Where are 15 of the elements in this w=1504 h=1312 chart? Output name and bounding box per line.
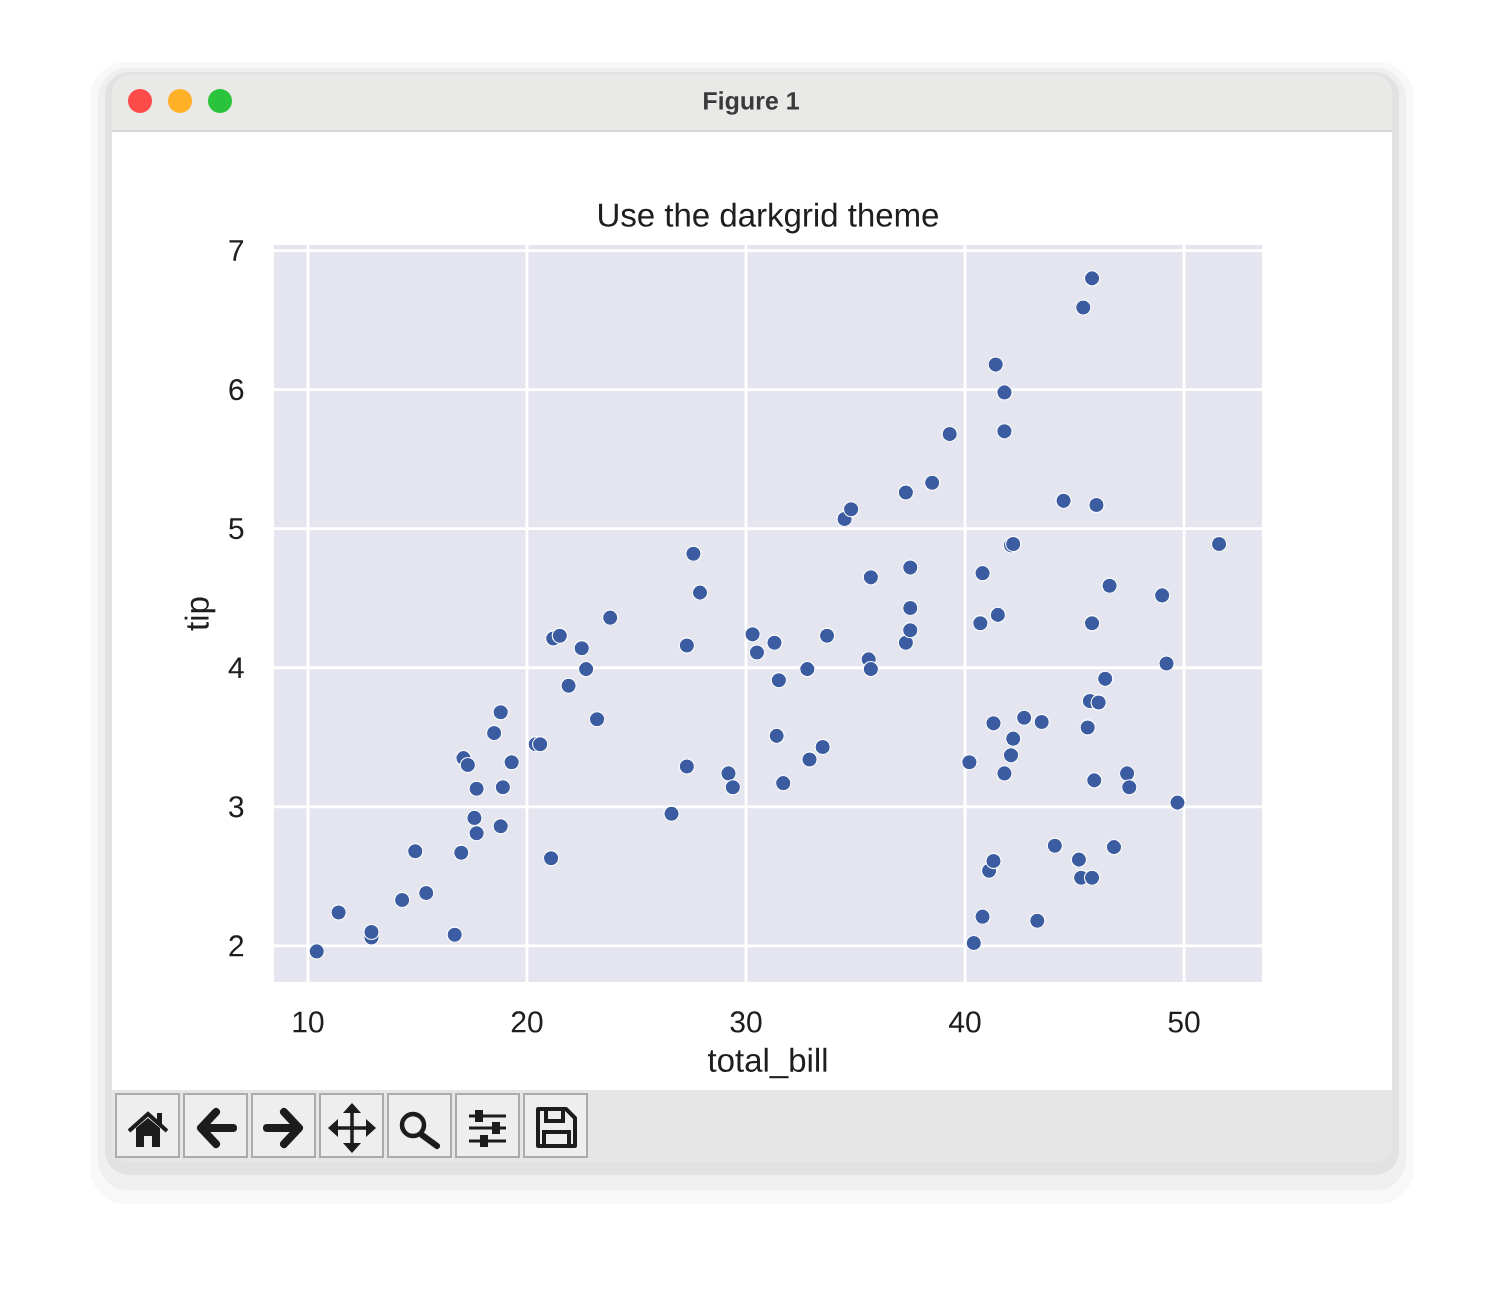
x-tick-label: 40 (949, 1011, 981, 1033)
y-tick-label: 7 (229, 240, 244, 261)
x-axis-title: total_bill (707, 1047, 827, 1079)
y-tick-label: 3 (229, 796, 244, 818)
x-tick-label: 30 (730, 1011, 762, 1033)
x-tick-label: 10 (293, 1011, 324, 1033)
y-tick-label: 6 (229, 378, 244, 401)
x-tick-label: 50 (1168, 1011, 1200, 1033)
chart-title: Use the darkgrid theme (599, 202, 938, 234)
caption: Figure 1 (704, 91, 799, 115)
x-tick-label: 20 (511, 1011, 543, 1033)
y-tick-label: 4 (228, 657, 244, 679)
y-axis-title: tip (184, 597, 216, 631)
y-tick-label: 5 (229, 518, 244, 540)
y-tick-label: 2 (229, 935, 244, 957)
